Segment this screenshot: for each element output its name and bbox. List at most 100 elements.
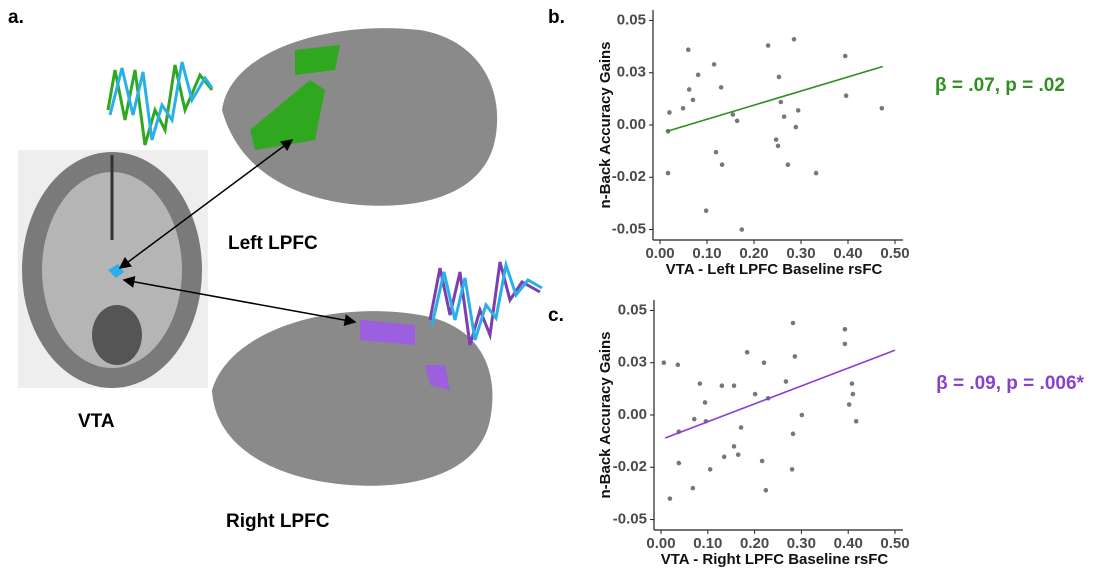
- point: [799, 412, 805, 418]
- arrow: [118, 139, 294, 269]
- point: [721, 454, 727, 460]
- point: [730, 112, 736, 117]
- right-brain: [212, 311, 493, 486]
- y-tick-label: 0.05: [618, 301, 647, 318]
- point: [846, 402, 852, 407]
- y-axis-title: n-Back Accuracy Gains: [597, 331, 614, 498]
- fit-line: [666, 65, 884, 133]
- y-tick-label: 0.00: [618, 406, 647, 423]
- point: [842, 53, 848, 59]
- blue-waveform: [108, 61, 214, 141]
- x-tick-label: 0.30: [787, 535, 816, 552]
- point: [713, 149, 719, 155]
- x-tick-label: 0.00: [646, 535, 675, 552]
- point: [702, 400, 708, 405]
- fit-line: [664, 349, 896, 439]
- point: [665, 170, 671, 176]
- blue-waveform-2: [430, 259, 543, 341]
- annotation: β = .09, p = .006*: [936, 373, 1084, 394]
- panel-label: b.: [548, 7, 565, 28]
- point: [843, 93, 849, 99]
- x-tick-label: 0.20: [739, 245, 768, 262]
- point: [661, 360, 667, 366]
- y-tick-label: -0.05: [612, 221, 646, 238]
- point: [734, 118, 740, 124]
- x-tick-label: 0.00: [645, 245, 674, 262]
- point: [792, 354, 798, 359]
- point: [731, 444, 737, 449]
- y-axis-title: n-Back Accuracy Gains: [597, 41, 614, 208]
- y-tick-label: -0.02: [613, 458, 647, 475]
- point: [718, 85, 724, 90]
- cerebellum: [92, 305, 142, 365]
- point: [719, 383, 725, 389]
- x-tick-label: 0.10: [692, 245, 721, 262]
- purple-waveform: [428, 261, 541, 346]
- y-tick-label: -0.05: [613, 511, 647, 528]
- point: [849, 381, 855, 386]
- point: [690, 485, 696, 491]
- point: [775, 143, 781, 149]
- point: [690, 97, 696, 103]
- x-axis-title: VTA - Left LPFC Baseline rsFC: [666, 261, 883, 278]
- point: [785, 162, 791, 168]
- y-tick-label: 0.00: [617, 116, 646, 133]
- point: [735, 452, 741, 458]
- point: [731, 383, 737, 389]
- point: [853, 418, 859, 424]
- x-tick-label: 0.40: [834, 535, 863, 552]
- point: [781, 114, 787, 119]
- point: [695, 72, 701, 78]
- y-tick-label: 0.05: [617, 11, 646, 28]
- point: [691, 416, 697, 422]
- point: [680, 105, 686, 111]
- point: [759, 458, 765, 464]
- point: [813, 170, 819, 176]
- point: [719, 162, 725, 168]
- point: [686, 87, 692, 92]
- point: [773, 137, 779, 142]
- point: [879, 105, 885, 111]
- point: [842, 341, 848, 347]
- left-lpfc-region: [250, 45, 340, 150]
- x-tick-label: 0.50: [880, 245, 909, 262]
- region-label: Left LPFC: [228, 233, 318, 254]
- point: [776, 74, 782, 80]
- region-label: VTA: [78, 411, 115, 432]
- panel-label: a.: [8, 7, 24, 28]
- point: [791, 36, 797, 42]
- point: [790, 320, 796, 326]
- green-waveform: [106, 64, 214, 146]
- point: [739, 227, 745, 232]
- point: [744, 349, 750, 355]
- point: [761, 360, 767, 366]
- x-axis-title: VTA - Right LPFC Baseline rsFC: [661, 551, 889, 568]
- point: [752, 391, 758, 397]
- point: [667, 496, 673, 501]
- point: [842, 326, 848, 332]
- x-tick-label: 0.20: [740, 535, 769, 552]
- point: [783, 379, 789, 384]
- point: [790, 431, 796, 437]
- x-tick-label: 0.40: [833, 245, 862, 262]
- x-tick-label: 0.30: [786, 245, 815, 262]
- right-lpfc-region: [360, 320, 450, 390]
- point: [778, 99, 784, 105]
- point: [703, 208, 709, 214]
- point: [697, 381, 703, 386]
- point: [667, 110, 672, 115]
- point: [793, 124, 799, 130]
- y-tick-label: -0.02: [612, 168, 646, 185]
- left-brain: [222, 28, 498, 206]
- point: [795, 108, 801, 113]
- x-tick-label: 0.10: [693, 535, 722, 552]
- point: [763, 487, 769, 493]
- annotation: β = .07, p = .02: [935, 75, 1065, 96]
- point: [707, 467, 713, 472]
- point: [789, 467, 795, 472]
- point: [738, 425, 744, 430]
- y-tick-label: 0.03: [617, 64, 646, 81]
- panel-label: c.: [548, 305, 564, 326]
- point: [676, 460, 682, 466]
